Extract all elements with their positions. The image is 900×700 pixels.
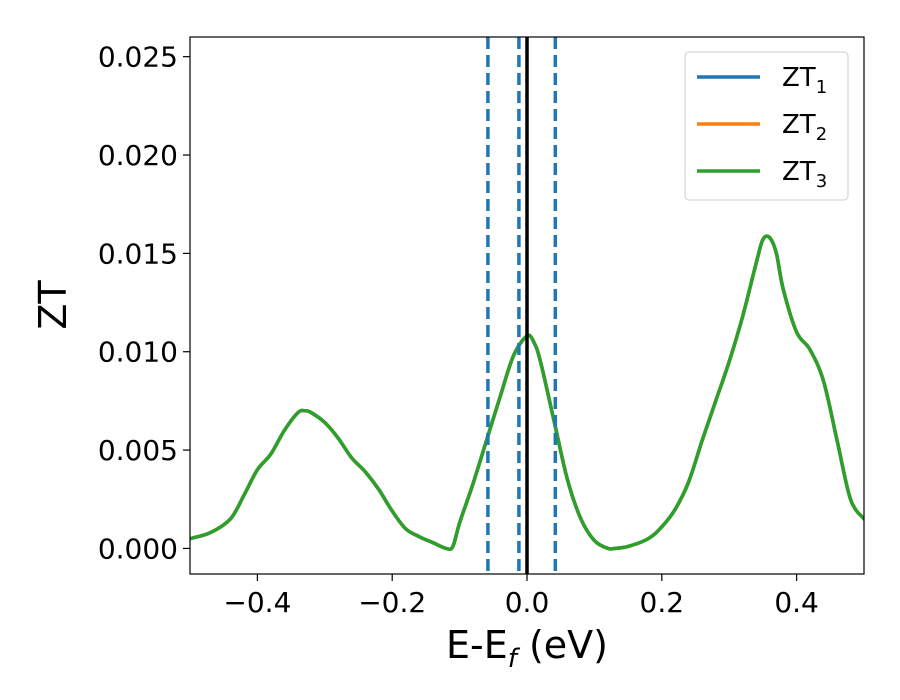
y-tick-label: 0.015 xyxy=(98,237,178,270)
x-tick-label: −0.2 xyxy=(358,586,426,619)
legend-label-1: ZT1 xyxy=(782,63,827,98)
x-tick-label: 0.0 xyxy=(505,586,550,619)
y-tick-label: 0.000 xyxy=(98,532,178,565)
y-tick-label: 0.020 xyxy=(98,139,178,172)
legend-frame xyxy=(684,51,849,201)
y-tick-label: 0.025 xyxy=(98,41,178,74)
legend-label-2: ZT2 xyxy=(782,110,827,145)
x-tick-label: 0.2 xyxy=(640,586,685,619)
series-lines xyxy=(190,234,864,552)
x-axis-ticks: −0.4 −0.2 0.0 0.2 0.4 xyxy=(223,574,819,619)
reference-lines xyxy=(486,37,558,574)
x-axis-title-unit: (eV) xyxy=(517,623,608,667)
x-tick-label: 0.4 xyxy=(774,586,819,619)
legend-label-3: ZT3 xyxy=(782,157,827,192)
series-line-zt3 xyxy=(190,234,864,552)
x-tick-label: −0.4 xyxy=(223,586,291,619)
y-axis-title: ZT xyxy=(31,280,75,330)
y-tick-label: 0.005 xyxy=(98,434,178,467)
y-axis-ticks: 0.000 0.005 0.010 0.015 0.020 0.025 xyxy=(98,41,190,565)
x-axis-title-main: E-E xyxy=(446,623,508,667)
y-tick-label: 0.010 xyxy=(98,336,178,369)
legend: ZT1 ZT2 ZT3 xyxy=(684,51,849,201)
x-axis-title: E-Ef (eV) xyxy=(446,623,608,674)
